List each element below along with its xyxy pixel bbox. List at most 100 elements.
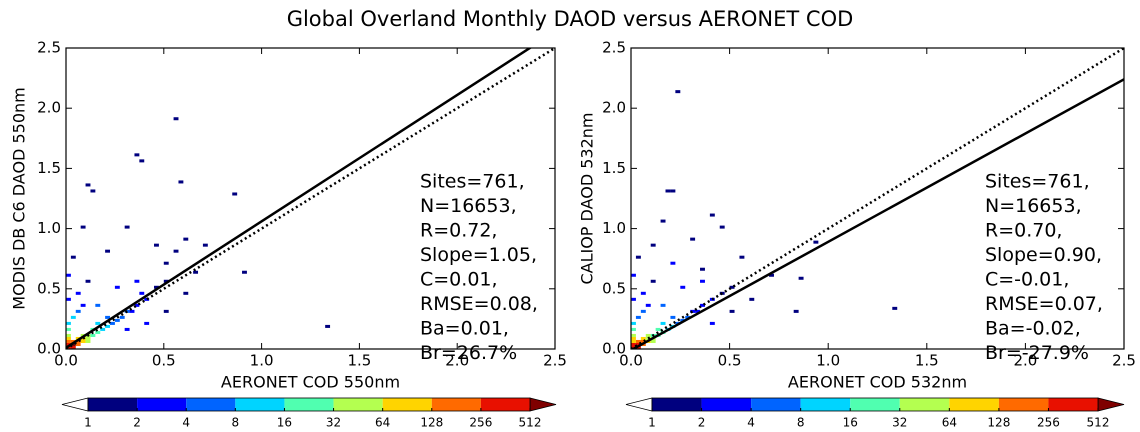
density-cell [813, 240, 819, 244]
density-cell [675, 90, 681, 94]
density-cell [655, 327, 661, 331]
colorbar-segment [382, 398, 432, 411]
density-cell [144, 297, 150, 301]
density-cell [66, 336, 71, 340]
identity-line [66, 48, 555, 349]
density-cell [173, 249, 179, 253]
colorbar-segment [701, 398, 752, 411]
stat-annotation: N=16653, [985, 195, 1082, 217]
density-cell [640, 291, 646, 295]
stat-annotation: Ba=-0.02, [985, 318, 1081, 340]
colorbar-segment [652, 398, 702, 411]
x-tick-label: 1.0 [816, 352, 840, 370]
density-cell [695, 309, 701, 313]
stat-annotation: RMSE=0.07, [985, 293, 1103, 315]
density-cell [635, 255, 641, 259]
colorbar-tick-label: 64 [942, 416, 957, 430]
colorbar: 1 2 4 8 16 32 64 128 256 512 [61, 397, 557, 430]
stat-annotation: Slope=0.90, [985, 244, 1102, 266]
density-cell [75, 291, 81, 295]
stat-annotation: Slope=1.05, [420, 244, 537, 266]
colorbar-tick-label: 256 [469, 416, 492, 430]
stat-annotation: C=-0.01, [985, 269, 1069, 291]
density-cell [631, 273, 636, 277]
colorbar-segment [751, 398, 801, 411]
colorbar-tick-label: 8 [232, 416, 240, 430]
colorbar-tick-label: 1 [84, 416, 92, 430]
x-tick-label: 2.5 [543, 352, 567, 370]
density-cell [719, 225, 725, 229]
x-tick-label: 0.5 [152, 352, 176, 370]
colorbar-tick-label: 1 [648, 416, 656, 430]
colorbar-segment [235, 398, 285, 411]
colorbar-segment [88, 398, 138, 411]
density-cell [139, 159, 145, 163]
colorbar-segment [431, 398, 481, 411]
density-cell [700, 303, 705, 307]
colorbar-segment [480, 398, 530, 411]
cells [66, 117, 331, 349]
colorbar-segment [949, 398, 999, 411]
density-cell [124, 327, 130, 331]
density-cell [769, 273, 774, 277]
colorbar-segment [800, 398, 851, 411]
density-cell [129, 309, 135, 313]
density-cell [95, 330, 101, 334]
x-tick-label: 0.0 [619, 352, 643, 370]
colorbar-frame [651, 397, 1099, 412]
colorbar-tick-label: 4 [182, 416, 190, 430]
x-tick-label: 1.0 [250, 352, 274, 370]
density-cell [685, 315, 691, 319]
colorbar-frame [87, 397, 531, 412]
density-cell [635, 342, 641, 346]
density-cell [154, 285, 159, 289]
stat-annotation: Br=26.7% [420, 342, 517, 364]
density-cell [144, 321, 150, 325]
density-cell [134, 153, 140, 157]
density-cell [66, 339, 71, 343]
colorbar-tick-label: 8 [797, 416, 805, 430]
density-cell [798, 276, 804, 280]
plot-area: 0.0 0.5 1.0 1.5 2.0 2.5 0.0 0.5 1.0 1.5 2.0 2.5 AERO… [10, 39, 567, 430]
stat-annotation: Ba=0.01, [420, 318, 509, 340]
colorbar-extend-low [625, 397, 653, 412]
density-cell [178, 180, 184, 184]
cells [631, 90, 898, 349]
density-cell [793, 309, 799, 313]
axes-frame [630, 47, 1125, 350]
density-cell [325, 324, 331, 328]
x-tick-label: 0.0 [54, 352, 78, 370]
colorbar-tick-label: 128 [987, 416, 1010, 430]
colorbar-segment [998, 398, 1049, 411]
y-tick-label: 0.0 [37, 340, 61, 358]
density-cell [660, 321, 666, 325]
colorbar-tick-label: 128 [420, 416, 443, 430]
density-cell [635, 315, 641, 319]
colorbar-tick-label: 64 [375, 416, 390, 430]
y-tick-label: 0.5 [602, 279, 626, 297]
density-cell [631, 333, 636, 337]
density-cell [665, 189, 671, 193]
density-cell [70, 345, 76, 349]
stat-annotation: Sites=761, [985, 171, 1090, 193]
density-cell [163, 279, 169, 283]
colorbar-tick-label: 16 [277, 416, 292, 430]
density-cell [80, 303, 86, 307]
x-tick-label: 1.5 [347, 352, 371, 370]
density-cell [95, 321, 101, 325]
stat-annotation: Sites=761, [420, 171, 525, 193]
colorbar-tick-label: 2 [133, 416, 141, 430]
density-cell [85, 183, 91, 187]
density-cell [110, 321, 115, 325]
density-cell [650, 243, 656, 247]
stat-annotation: N=16653, [420, 195, 517, 217]
density-cell [700, 267, 705, 271]
colorbar-extend-high [1097, 397, 1125, 412]
density-cell [139, 291, 145, 295]
x-tick-label: 1.5 [915, 352, 939, 370]
x-tick-label: 2.0 [445, 352, 469, 370]
density-cell [95, 303, 101, 307]
y-tick-label: 1.5 [37, 159, 61, 177]
y-axis-title: MODIS DB C6 DAOD 550nm [10, 87, 29, 309]
density-cell [66, 297, 71, 301]
